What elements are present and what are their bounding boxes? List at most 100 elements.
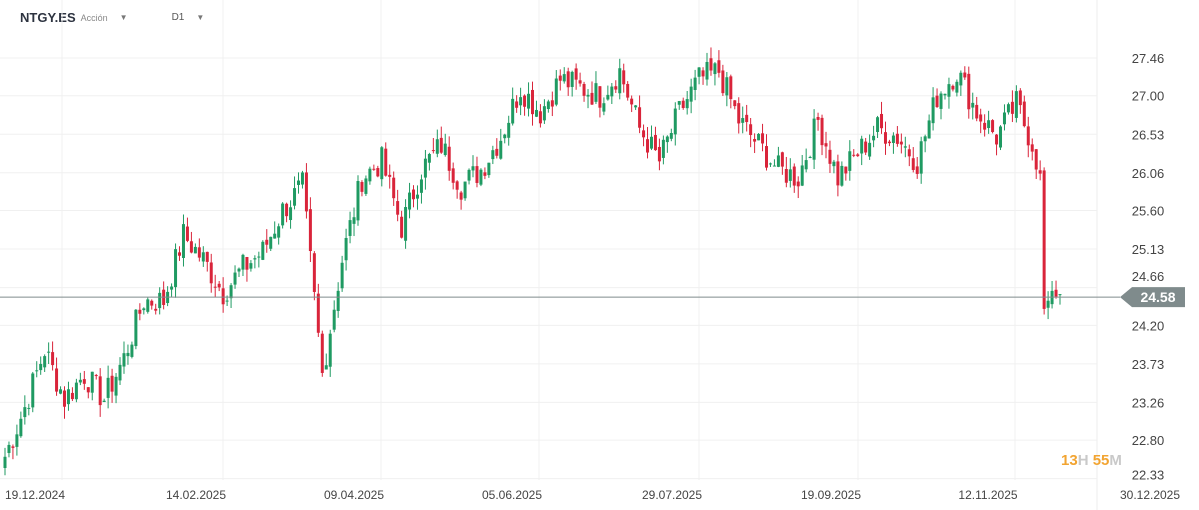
candle-body [598,86,602,108]
candle [130,341,134,359]
candle [296,172,300,194]
candle-body [856,154,860,157]
candle-body [396,201,400,215]
candle [951,84,955,92]
candle-body [570,71,574,87]
candle [106,365,110,409]
timeframe-dropdown-icon[interactable]: ▼ [196,13,205,22]
candle-body [685,99,689,109]
candle [471,155,475,178]
candle [1038,160,1042,181]
candle-body [657,146,661,162]
candle-body [221,288,225,305]
candle [570,70,574,97]
candle [907,144,911,167]
candle [895,126,899,147]
timeframe-select[interactable]: D1 [171,12,185,23]
candle-body [693,77,697,90]
candle-body [614,86,618,90]
candle [19,411,23,438]
candle-body [554,78,558,105]
x-tick-label: 19.09.2025 [801,488,861,502]
candle [534,100,538,118]
candle [610,83,614,104]
candle-body [142,308,146,311]
candle [649,125,653,151]
candle [511,87,515,126]
candle-countdown: 13H 55M [1061,452,1122,469]
candle [162,281,166,310]
candle [503,133,507,144]
candle-body [638,107,642,128]
candle [201,246,205,267]
candle-body [519,97,523,106]
candle-body [701,70,705,77]
candle [213,274,217,298]
candle [812,109,816,169]
candle [102,398,106,403]
candle [538,104,542,128]
y-tick-label: 24.66 [1132,269,1165,284]
candle [792,163,796,193]
candle-body [384,148,388,176]
candle-body [360,182,364,192]
candle [729,74,733,109]
candle-body [574,68,578,80]
candle-body [792,166,796,186]
candle [11,444,15,460]
candle [844,166,848,181]
candle [776,146,780,168]
candle [1058,293,1062,305]
candle [245,256,249,282]
candle-body [174,249,178,288]
candle-body [324,365,328,370]
candle-body [400,216,404,238]
candle-body [661,139,665,158]
candle [396,189,400,222]
candle [166,286,170,307]
candle-body [642,130,646,138]
candle [915,157,919,179]
candle [98,368,102,417]
candle [765,134,769,171]
candle-body [955,81,959,93]
candle-body [713,63,717,75]
candle [705,52,709,86]
x-tick-label: 12.11.2025 [958,488,1017,502]
candle [709,47,713,76]
candle [753,133,757,154]
candle-body [308,209,312,252]
candle [713,62,717,86]
candle [174,243,178,298]
candle [991,119,995,134]
candle-body [816,117,820,120]
candle-body [515,101,519,108]
candle-body [487,162,491,176]
candle [876,115,880,138]
candle-body [848,151,852,171]
candle [883,121,887,155]
candle [665,135,669,153]
candle [158,287,162,315]
candle [181,214,185,267]
candle [344,228,348,271]
candle [209,253,213,293]
candle-body [507,122,511,138]
candle-body [471,166,475,171]
candle [1050,280,1054,309]
candle-body [463,181,467,199]
candle [903,136,907,158]
candle-body [761,133,765,144]
x-tick-label: 14.02.2025 [166,488,226,502]
candle-body [455,181,459,190]
candle-body [717,60,721,73]
candle [308,197,312,263]
candle-body [550,100,554,107]
symbol-dropdown-icon[interactable]: ▼ [119,13,128,22]
candle-body [673,108,677,135]
candle [1054,280,1058,299]
candle [392,171,396,206]
candle [55,357,59,396]
